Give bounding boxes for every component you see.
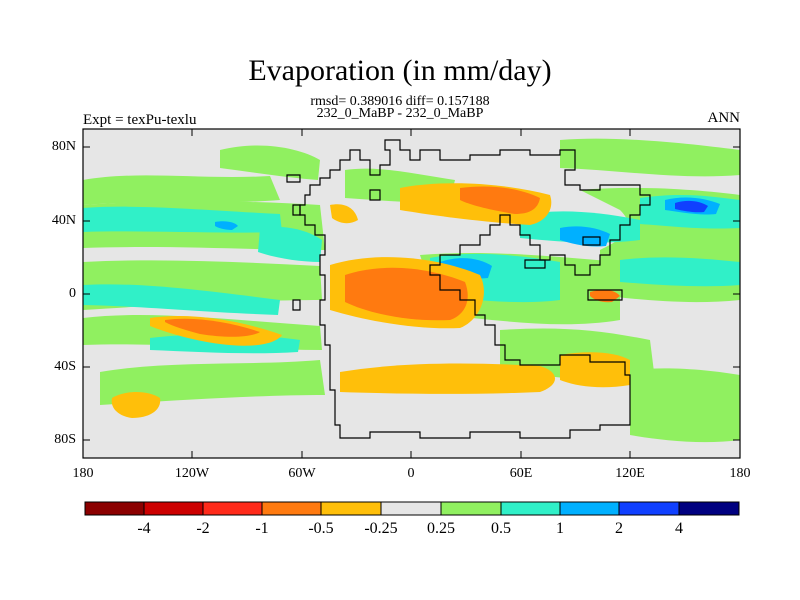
comparison-label: 232_0_MaBP - 232_0_MaBP [316,106,484,121]
colorbar-box-8 [559,501,620,516]
y-tick-label: 80S [54,432,76,447]
colorbar-label: 4 [675,520,683,537]
yellow-region [340,363,555,394]
colorbar-label: 0.5 [491,520,511,537]
x-tick-label: 180 [72,466,94,481]
green-region [100,360,325,405]
colorbar-box-7 [500,501,561,516]
blue-region [215,221,238,230]
period-label: ANN [707,110,741,126]
axis-ticks [82,129,741,458]
colorbar-box-2 [202,501,263,516]
continent-outlines [286,139,651,439]
colorbar-label: 1 [556,520,564,537]
colorbar-label: 0.25 [427,520,455,537]
green-region [630,368,740,443]
green-region [83,175,280,205]
y-tick-label: 0 [69,286,76,301]
x-tick-label: 60W [288,466,316,481]
colorbar [84,501,740,516]
x-tick-label: 120E [615,466,645,481]
colorbar-box-10 [678,501,740,516]
coastline [292,204,301,216]
x-tick-label: 180 [729,466,751,481]
green-region [560,138,740,177]
colorbar-box-6 [440,501,502,516]
green-region [220,145,320,180]
yellow-region [330,204,358,224]
colorbar-box-4 [320,501,382,516]
coastline [582,236,601,246]
experiment-label: Expt = texPu-texlu [83,112,197,128]
coastline [299,139,651,439]
plot-title: Evaporation (in mm/day) [248,54,552,87]
coastline [524,259,546,269]
colorbar-label: -2 [196,520,210,537]
stats-line: rmsd= 0.389016 diff= 0.157188 [310,94,490,109]
coastline [369,189,381,201]
colorbar-box-0 [84,501,145,516]
colorbar-box-1 [143,501,204,516]
cyan-region [258,226,322,262]
orange-region [590,289,620,303]
colorbar-box-5 [380,501,442,516]
colorbar-label: -0.5 [308,520,334,537]
yellow-region [111,392,161,418]
x-tick-label: 60E [509,466,533,481]
darkblue-region [675,200,708,213]
coastline [587,289,623,301]
y-tick-label: 80N [51,139,76,154]
colorbar-box-3 [261,501,322,516]
coastline [286,174,301,183]
colorbar-label: -0.25 [364,520,398,537]
yellow-region [560,352,630,388]
x-tick-label: 120W [174,466,210,481]
colorbar-label: -4 [137,520,151,537]
orange-region [460,186,540,214]
cyan-region [83,284,280,315]
colorbar-box-9 [618,501,680,516]
contour-fills [83,138,740,443]
y-tick-label: 40S [54,359,76,374]
orange-region [165,318,260,337]
y-tick-label: 40N [51,213,76,228]
colorbar-label: -1 [255,520,269,537]
map-panel [82,128,741,459]
coastline [292,299,301,311]
cyan-region [620,257,740,287]
colorbar-label: 2 [615,520,623,537]
orange-region [345,267,468,321]
x-tick-label: 0 [407,466,415,481]
